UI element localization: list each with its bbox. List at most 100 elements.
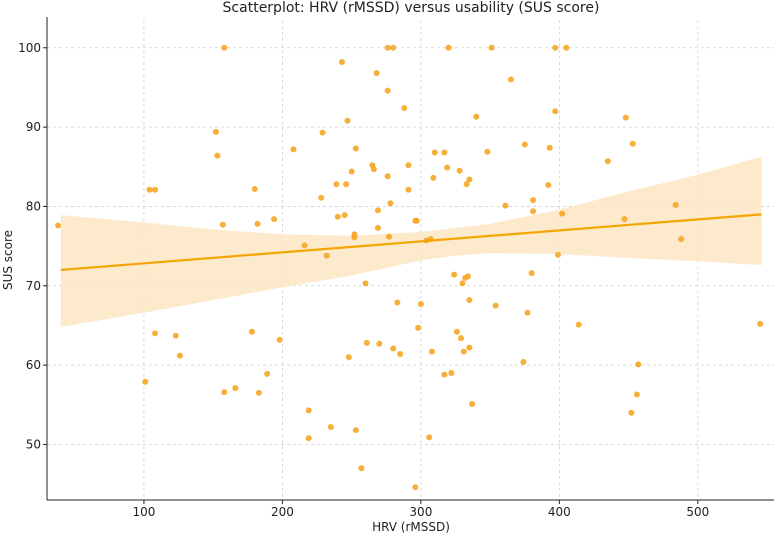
data-point bbox=[358, 465, 365, 472]
data-point bbox=[563, 44, 570, 51]
data-point bbox=[338, 59, 345, 66]
regression-line bbox=[60, 213, 762, 272]
y-tick-label: 100 bbox=[18, 41, 41, 55]
data-point bbox=[456, 167, 463, 174]
y-tick-label: 90 bbox=[26, 120, 41, 134]
data-point bbox=[464, 273, 471, 280]
data-point bbox=[176, 352, 183, 359]
data-point bbox=[469, 401, 476, 407]
data-point bbox=[370, 166, 377, 173]
data-point bbox=[390, 345, 397, 352]
data-point bbox=[146, 186, 153, 193]
data-point bbox=[635, 361, 642, 368]
data-point bbox=[214, 152, 221, 159]
data-point bbox=[305, 435, 312, 442]
x-tick-label: 500 bbox=[686, 505, 709, 519]
data-point bbox=[327, 424, 334, 431]
data-point bbox=[412, 484, 419, 491]
data-point bbox=[390, 44, 397, 51]
data-point bbox=[524, 309, 531, 316]
data-point bbox=[426, 434, 433, 441]
x-tick-label: 300 bbox=[409, 505, 432, 519]
data-point bbox=[460, 348, 467, 355]
data-point bbox=[172, 332, 179, 339]
data-point bbox=[520, 358, 527, 365]
data-point bbox=[152, 186, 159, 193]
data-point bbox=[678, 235, 685, 242]
data-point bbox=[341, 212, 348, 219]
data-point bbox=[305, 407, 312, 414]
data-point bbox=[466, 297, 473, 304]
data-point bbox=[276, 336, 283, 343]
data-point bbox=[621, 216, 628, 223]
data-point bbox=[333, 181, 340, 188]
data-point bbox=[55, 222, 62, 229]
data-point bbox=[290, 146, 297, 153]
y-tick-label: 80 bbox=[26, 199, 41, 213]
x-axis-label: HRV (rMSSD) bbox=[372, 520, 450, 534]
x-tick-label: 400 bbox=[548, 505, 571, 519]
data-point bbox=[492, 302, 499, 309]
data-point bbox=[451, 271, 458, 278]
data-point bbox=[628, 409, 635, 416]
y-axis-label: SUS score bbox=[1, 230, 15, 290]
y-tick-label: 60 bbox=[26, 358, 41, 372]
data-point bbox=[345, 354, 352, 361]
data-point bbox=[152, 330, 159, 337]
data-point bbox=[221, 389, 228, 396]
data-point bbox=[301, 242, 308, 249]
data-point bbox=[405, 162, 412, 169]
data-point bbox=[444, 164, 451, 171]
data-point bbox=[374, 224, 381, 231]
data-point bbox=[546, 144, 553, 151]
chart-title: Scatterplot: HRV (rMSSD) versus usabilit… bbox=[223, 0, 600, 16]
data-point bbox=[445, 44, 452, 51]
data-point bbox=[757, 320, 764, 327]
data-point bbox=[428, 348, 435, 355]
data-points bbox=[55, 44, 764, 491]
data-point bbox=[488, 44, 495, 51]
data-point bbox=[221, 44, 228, 51]
data-point bbox=[448, 370, 455, 377]
data-point bbox=[463, 181, 470, 188]
data-point bbox=[352, 145, 359, 152]
data-point bbox=[352, 427, 359, 434]
data-point bbox=[441, 149, 448, 156]
data-point bbox=[376, 340, 383, 347]
data-point bbox=[484, 148, 491, 155]
data-point bbox=[318, 194, 325, 201]
data-point bbox=[362, 280, 369, 287]
data-point bbox=[384, 87, 391, 94]
data-point bbox=[271, 216, 278, 223]
data-point bbox=[430, 174, 437, 181]
data-point bbox=[386, 233, 393, 240]
data-point bbox=[622, 114, 629, 121]
data-point bbox=[323, 252, 330, 259]
data-point bbox=[255, 389, 262, 396]
data-point bbox=[384, 44, 391, 51]
data-point bbox=[219, 221, 226, 228]
data-point bbox=[552, 108, 559, 115]
data-point bbox=[363, 339, 370, 346]
regression-line-group bbox=[60, 213, 762, 272]
data-point bbox=[530, 197, 537, 204]
data-point bbox=[417, 301, 424, 308]
data-point bbox=[405, 186, 412, 193]
data-point bbox=[348, 168, 355, 175]
data-point bbox=[248, 328, 255, 335]
data-point bbox=[401, 105, 408, 112]
data-point bbox=[633, 391, 640, 398]
data-point bbox=[473, 113, 480, 120]
data-point bbox=[502, 202, 509, 209]
data-point bbox=[413, 217, 420, 224]
data-point bbox=[373, 70, 380, 77]
x-tick-label: 200 bbox=[271, 505, 294, 519]
y-tick-label: 70 bbox=[26, 279, 41, 293]
x-tick-label: 100 bbox=[132, 505, 155, 519]
data-point bbox=[232, 385, 239, 392]
axes bbox=[46, 17, 774, 501]
data-point bbox=[212, 128, 219, 135]
data-point bbox=[251, 185, 258, 192]
data-point bbox=[459, 280, 466, 287]
